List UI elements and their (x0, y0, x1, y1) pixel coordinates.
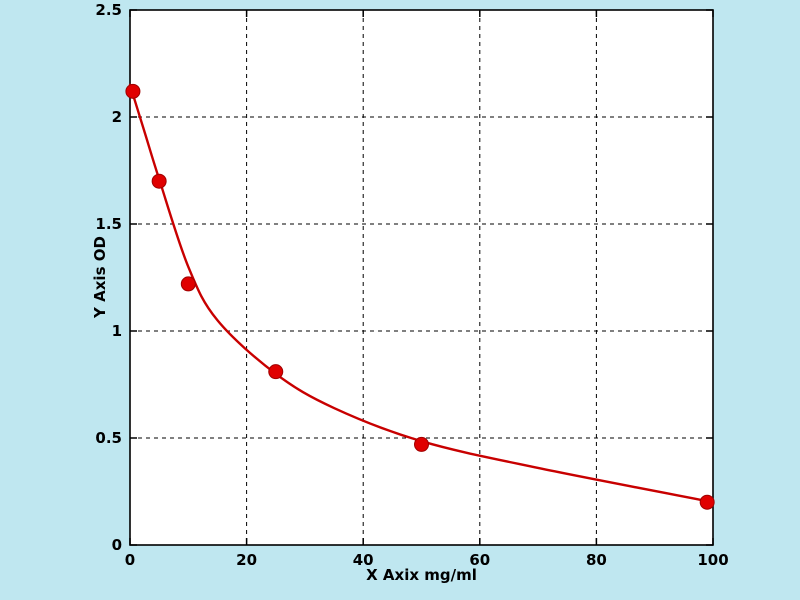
y-tick-label: 2 (111, 108, 122, 126)
data-point-marker (151, 173, 167, 189)
x-tick-label: 100 (697, 551, 729, 569)
data-point-marker (414, 436, 429, 452)
data-point-marker (180, 276, 196, 292)
y-tick-label: 2.5 (95, 1, 122, 19)
plot-border (129, 9, 714, 546)
y-tick-label: 0 (111, 536, 122, 554)
y-axis-label: Y Axis OD (91, 236, 109, 318)
data-point-marker (268, 364, 284, 380)
x-tick-label: 20 (236, 551, 258, 569)
x-tick-label: 60 (469, 551, 491, 569)
y-tick-label: 0.5 (95, 429, 122, 447)
x-tick-label: 0 (124, 551, 136, 569)
plot-area (130, 10, 713, 545)
data-point-marker (699, 494, 715, 510)
x-axis-label: X Axix mg/ml (366, 566, 477, 584)
y-tick-label: 1.5 (95, 215, 122, 233)
data-points (125, 83, 715, 510)
y-tick-label: 1 (111, 322, 122, 340)
data-point-marker (125, 83, 141, 99)
x-tick-label: 80 (585, 551, 607, 569)
x-tick-label: 40 (352, 551, 374, 569)
